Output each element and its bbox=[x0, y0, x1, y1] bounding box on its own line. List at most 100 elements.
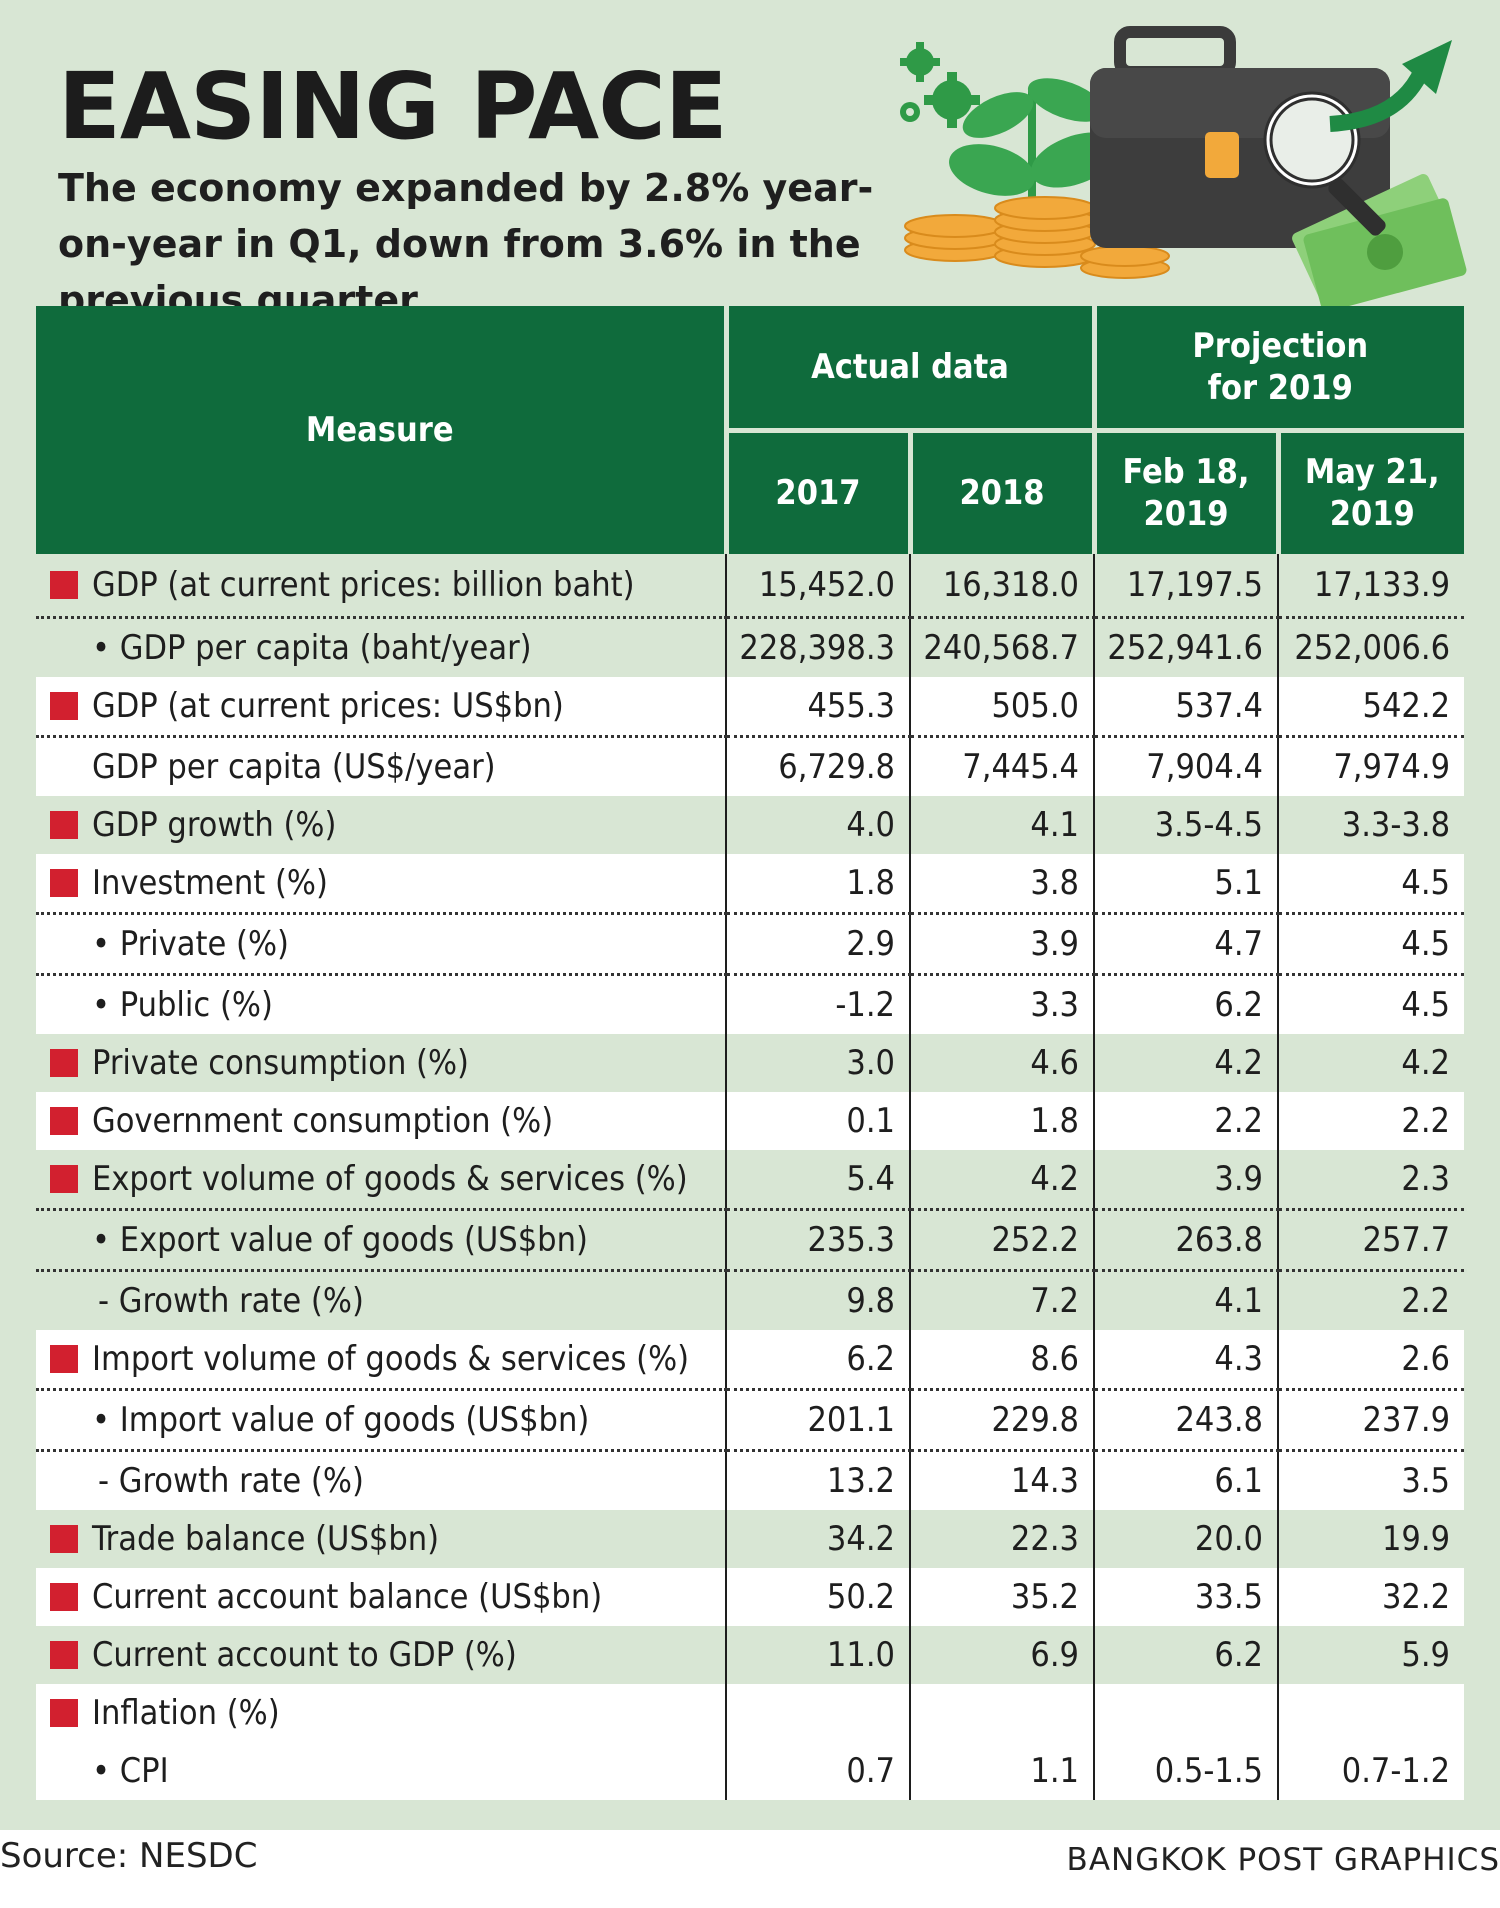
cell-2017: 6,729.8 bbox=[725, 736, 910, 796]
cell-feb-2019: 4.2 bbox=[1093, 1034, 1279, 1092]
red-square-bullet bbox=[50, 692, 78, 720]
cell-feb-2019: 7,904.4 bbox=[1093, 736, 1279, 796]
row-label: • CPI bbox=[36, 1742, 726, 1800]
header-year-2018: 2018 bbox=[907, 427, 1095, 554]
cell-2018: 16,318.0 bbox=[908, 554, 1095, 619]
cell-2018: 14.3 bbox=[908, 1450, 1095, 1510]
cell-2017: 201.1 bbox=[725, 1389, 910, 1452]
cell-may-2019: 252,006.6 bbox=[1277, 617, 1465, 677]
graphics-credit: BANGKOK POST GRAPHICS bbox=[1066, 1842, 1500, 1878]
red-square-bullet bbox=[50, 1641, 78, 1669]
cell-may-2019: 7,974.9 bbox=[1277, 736, 1465, 796]
row-label: Import volume of goods & services (%) bbox=[36, 1330, 726, 1391]
table-row: Export volume of goods & services (%) 5.… bbox=[36, 1150, 1465, 1211]
row-label: Government consumption (%) bbox=[36, 1092, 726, 1150]
cell-feb-2019: 4.1 bbox=[1093, 1270, 1279, 1330]
cell-feb-2019: 2.2 bbox=[1093, 1092, 1279, 1150]
cell-may-2019: 2.2 bbox=[1277, 1092, 1465, 1150]
row-label: • GDP per capita (baht/year) bbox=[36, 617, 726, 677]
table-row: • Export value of goods (US$bn) 235.3 25… bbox=[36, 1209, 1465, 1272]
cell-may-2019: 32.2 bbox=[1277, 1568, 1465, 1626]
cell-feb-2019: 17,197.5 bbox=[1093, 554, 1279, 619]
cell-2018: 3.8 bbox=[908, 854, 1095, 915]
row-label: Current account balance (US$bn) bbox=[36, 1568, 726, 1626]
cell-feb-2019: 537.4 bbox=[1093, 677, 1279, 738]
cell-2018: 252.2 bbox=[908, 1209, 1095, 1272]
cell-2017: 0.1 bbox=[725, 1092, 910, 1150]
cell-2017 bbox=[725, 1684, 910, 1742]
row-label: • Private (%) bbox=[36, 913, 726, 976]
cell-may-2019: 237.9 bbox=[1277, 1389, 1465, 1452]
header-measure: Measure bbox=[36, 306, 726, 554]
source-note: Source: NESDC bbox=[0, 1836, 258, 1876]
table-row: • GDP per capita (baht/year) 228,398.3 2… bbox=[36, 617, 1465, 677]
row-label: GDP per capita (US$/year) bbox=[36, 736, 726, 796]
row-label: - Growth rate (%) bbox=[36, 1450, 726, 1510]
cell-may-2019: 3.5 bbox=[1277, 1450, 1465, 1510]
cell-2017: 3.0 bbox=[725, 1034, 910, 1092]
table-row: • CPI 0.7 1.1 0.5-1.5 0.7-1.2 bbox=[36, 1742, 1465, 1800]
cell-may-2019 bbox=[1277, 1684, 1465, 1742]
red-square-bullet bbox=[50, 1107, 78, 1135]
page-title: EASING PACE bbox=[58, 53, 728, 160]
cell-2018: 240,568.7 bbox=[908, 617, 1095, 677]
cell-may-2019: 5.9 bbox=[1277, 1626, 1465, 1684]
table-row: Investment (%) 1.8 3.8 5.1 4.5 bbox=[36, 854, 1465, 915]
cell-feb-2019: 0.5-1.5 bbox=[1093, 1742, 1279, 1800]
row-label: GDP growth (%) bbox=[36, 796, 726, 854]
plant-icon bbox=[949, 78, 1119, 220]
cell-2018: 22.3 bbox=[908, 1510, 1095, 1568]
cell-may-2019: 17,133.9 bbox=[1277, 554, 1465, 619]
cell-may-2019: 257.7 bbox=[1277, 1209, 1465, 1272]
cell-may-2019: 4.5 bbox=[1277, 854, 1465, 915]
cell-2018: 1.1 bbox=[908, 1742, 1095, 1800]
cell-feb-2019: 6.2 bbox=[1093, 1626, 1279, 1684]
cell-feb-2019: 4.7 bbox=[1093, 913, 1279, 976]
cell-feb-2019: 3.9 bbox=[1093, 1150, 1279, 1211]
cell-2018 bbox=[908, 1684, 1095, 1742]
cell-2017: 50.2 bbox=[725, 1568, 910, 1626]
table-row: Government consumption (%) 0.1 1.8 2.2 2… bbox=[36, 1092, 1465, 1150]
cell-2017: 455.3 bbox=[725, 677, 910, 738]
table-row: • Import value of goods (US$bn) 201.1 22… bbox=[36, 1389, 1465, 1452]
money-bills-icon bbox=[1292, 174, 1467, 312]
red-square-bullet bbox=[50, 1699, 78, 1727]
cell-2017: 34.2 bbox=[725, 1510, 910, 1568]
row-label: Trade balance (US$bn) bbox=[36, 1510, 726, 1568]
cell-2017: -1.2 bbox=[725, 974, 910, 1034]
cell-feb-2019: 263.8 bbox=[1093, 1209, 1279, 1272]
cell-may-2019: 4.5 bbox=[1277, 913, 1465, 976]
row-label: GDP (at current prices: US$bn) bbox=[36, 677, 726, 738]
cell-feb-2019: 4.3 bbox=[1093, 1330, 1279, 1391]
cell-2017: 1.8 bbox=[725, 854, 910, 915]
cell-2017: 228,398.3 bbox=[725, 617, 910, 677]
cell-2018: 6.9 bbox=[908, 1626, 1095, 1684]
cell-2018: 8.6 bbox=[908, 1330, 1095, 1391]
cell-2018: 4.1 bbox=[908, 796, 1095, 854]
cell-2018: 7.2 bbox=[908, 1270, 1095, 1330]
cell-feb-2019: 20.0 bbox=[1093, 1510, 1279, 1568]
red-square-bullet bbox=[50, 1165, 78, 1193]
red-square-bullet bbox=[50, 1345, 78, 1373]
row-label: • Public (%) bbox=[36, 974, 726, 1034]
table-row: Current account to GDP (%) 11.0 6.9 6.2 … bbox=[36, 1626, 1465, 1684]
cell-may-2019: 542.2 bbox=[1277, 677, 1465, 738]
cell-2017: 11.0 bbox=[725, 1626, 910, 1684]
cell-may-2019: 2.3 bbox=[1277, 1150, 1465, 1211]
table-row: • Private (%) 2.9 3.9 4.7 4.5 bbox=[36, 913, 1465, 976]
cell-2017: 5.4 bbox=[725, 1150, 910, 1211]
cell-2018: 3.9 bbox=[908, 913, 1095, 976]
header-feb-2019: Feb 18, 2019 bbox=[1091, 427, 1279, 554]
red-square-bullet bbox=[50, 1525, 78, 1553]
table-row: GDP (at current prices: billion baht) 15… bbox=[36, 554, 1465, 619]
infographic-panel: EASING PACE The economy expanded by 2.8%… bbox=[0, 0, 1500, 1830]
table-row: - Growth rate (%) 9.8 7.2 4.1 2.2 bbox=[36, 1270, 1465, 1330]
table-row: • Public (%) -1.2 3.3 6.2 4.5 bbox=[36, 974, 1465, 1034]
cell-feb-2019: 252,941.6 bbox=[1093, 617, 1279, 677]
row-label: Private consumption (%) bbox=[36, 1034, 726, 1092]
cell-2017: 15,452.0 bbox=[725, 554, 910, 619]
cell-2017: 13.2 bbox=[725, 1450, 910, 1510]
cell-2018: 4.6 bbox=[908, 1034, 1095, 1092]
cell-may-2019: 0.7-1.2 bbox=[1277, 1742, 1465, 1800]
cell-may-2019: 3.3-3.8 bbox=[1277, 796, 1465, 854]
